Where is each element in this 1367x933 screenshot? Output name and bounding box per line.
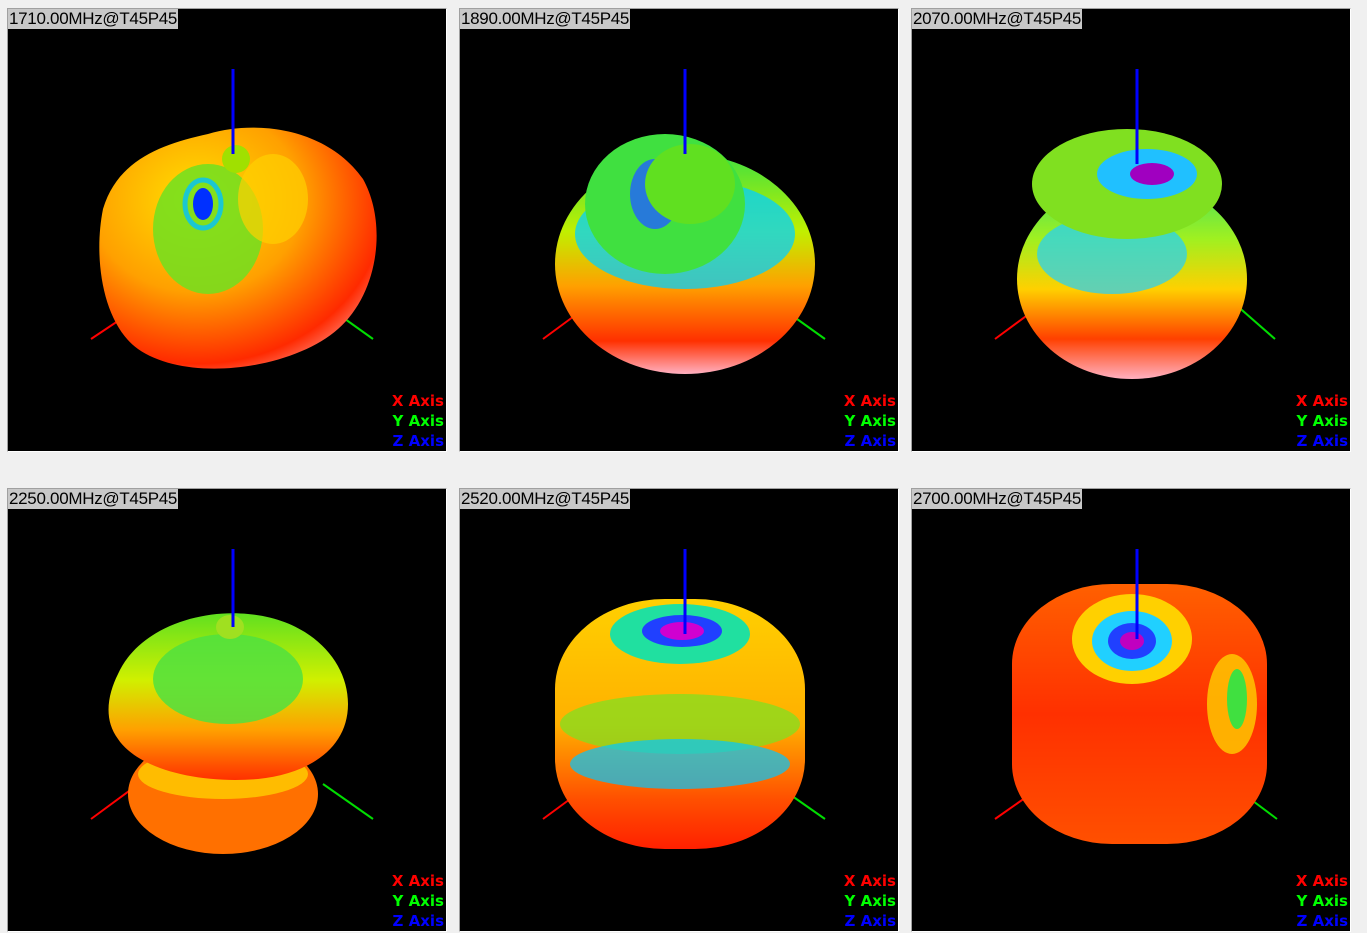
legend-x-axis: X Axis xyxy=(1295,872,1348,890)
legend-z-axis: Z Axis xyxy=(844,912,896,930)
y-axis-line xyxy=(322,783,374,820)
pattern-panel-2[interactable]: 1890.00MHz@T45P45 X Axis Y Axis Z Axis xyxy=(459,8,899,452)
panel-title: 1710.00MHz@T45P45 xyxy=(8,9,179,29)
pattern-null xyxy=(1130,163,1174,185)
axis-legend: X Axis Y Axis Z Axis xyxy=(1296,871,1348,931)
panel-title: 1890.00MHz@T45P45 xyxy=(460,9,631,29)
legend-z-axis: Z Axis xyxy=(392,912,444,930)
legend-x-axis: X Axis xyxy=(1295,392,1348,410)
radiation-pattern-3d[interactable] xyxy=(8,9,447,452)
pattern-null xyxy=(1120,632,1144,650)
legend-y-axis: Y Axis xyxy=(1296,892,1348,910)
axis-legend: X Axis Y Axis Z Axis xyxy=(392,871,444,931)
pattern-tip xyxy=(645,144,735,224)
legend-y-axis: Y Axis xyxy=(392,412,444,430)
pattern-cyan-band xyxy=(570,739,790,789)
panel-title: 2700.00MHz@T45P45 xyxy=(912,489,1083,509)
radiation-pattern-3d[interactable] xyxy=(8,489,447,932)
pattern-panel-1[interactable]: 1710.00MHz@T45P45 X Axis Y Axis Z Axis xyxy=(7,8,447,452)
legend-z-axis: Z Axis xyxy=(392,432,444,450)
pattern-yellow-band xyxy=(238,154,308,244)
legend-x-axis: X Axis xyxy=(843,872,896,890)
pattern-null-ring xyxy=(182,177,224,231)
axis-legend: X Axis Y Axis Z Axis xyxy=(844,391,896,451)
axis-legend: X Axis Y Axis Z Axis xyxy=(844,871,896,931)
legend-z-axis: Z Axis xyxy=(844,432,896,450)
pattern-panel-3[interactable]: 2070.00MHz@T45P45 X Axis Y Axis Z Axis xyxy=(911,8,1351,452)
legend-z-axis: Z Axis xyxy=(1296,432,1348,450)
axis-legend: X Axis Y Axis Z Axis xyxy=(1296,391,1348,451)
legend-x-axis: X Axis xyxy=(391,872,444,890)
axis-legend: X Axis Y Axis Z Axis xyxy=(392,391,444,451)
legend-y-axis: Y Axis xyxy=(392,892,444,910)
pattern-panel-6[interactable]: 2700.00MHz@T45P45 X Axis Y Axis Z Axis xyxy=(911,488,1351,932)
radiation-pattern-3d[interactable] xyxy=(460,9,899,452)
radiation-pattern-3d[interactable] xyxy=(912,9,1351,452)
legend-y-axis: Y Axis xyxy=(844,412,896,430)
panel-title: 2520.00MHz@T45P45 xyxy=(460,489,631,509)
pattern-green-patch xyxy=(153,634,303,724)
pattern-tip xyxy=(216,615,244,639)
legend-y-axis: Y Axis xyxy=(844,892,896,910)
pattern-green-patch xyxy=(1227,669,1247,729)
pattern-panel-5[interactable]: 2520.00MHz@T45P45 X Axis Y Axis Z Axis xyxy=(459,488,899,932)
legend-x-axis: X Axis xyxy=(843,392,896,410)
pattern-null xyxy=(193,188,213,220)
radiation-pattern-3d[interactable] xyxy=(912,489,1351,932)
legend-y-axis: Y Axis xyxy=(1296,412,1348,430)
panel-title: 2070.00MHz@T45P45 xyxy=(912,9,1083,29)
panel-title: 2250.00MHz@T45P45 xyxy=(8,489,179,509)
legend-x-axis: X Axis xyxy=(391,392,444,410)
pattern-green-band xyxy=(560,694,800,754)
pattern-panel-4[interactable]: 2250.00MHz@T45P45 X Axis Y Axis Z Axis xyxy=(7,488,447,932)
pattern-null xyxy=(660,622,704,640)
pattern-tip xyxy=(222,145,250,173)
radiation-pattern-3d[interactable] xyxy=(460,489,899,932)
legend-z-axis: Z Axis xyxy=(1296,912,1348,930)
